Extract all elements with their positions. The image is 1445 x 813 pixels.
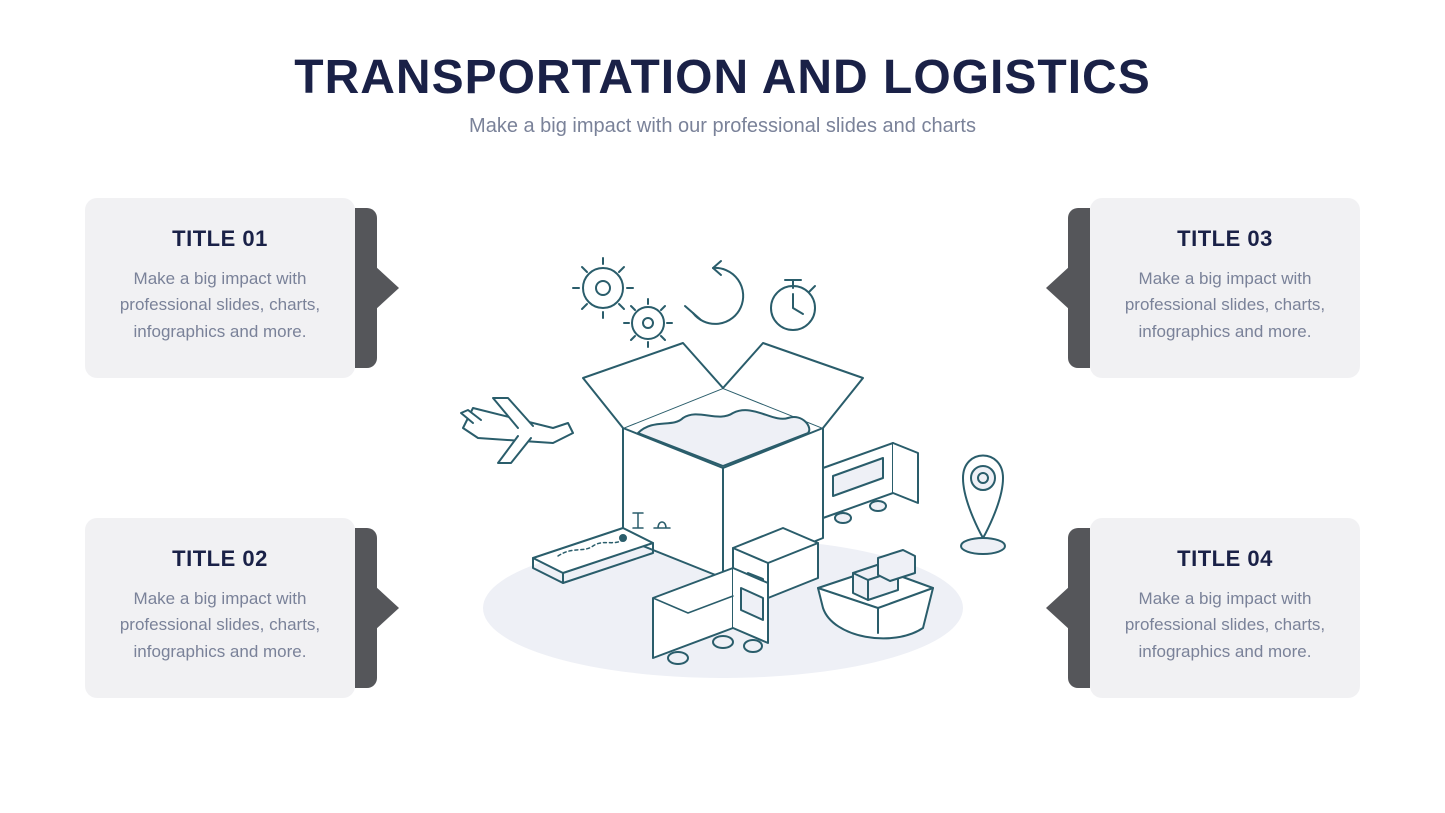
callout-card-4: TITLE 04 Make a big impact with professi… [1090,518,1360,698]
card-tab [1068,208,1090,368]
card-title: TITLE 03 [1110,226,1340,252]
card-arrow-icon [1046,586,1070,630]
card-arrow-icon [375,266,399,310]
card-tab [1068,528,1090,688]
delivery-van-icon [823,443,918,523]
card-title: TITLE 01 [105,226,335,252]
callout-card-1: TITLE 01 Make a big impact with professi… [85,198,355,378]
header: TRANSPORTATION AND LOGISTICS Make a big … [0,0,1445,138]
callout-card-3: TITLE 03 Make a big impact with professi… [1090,198,1360,378]
page-title: TRANSPORTATION AND LOGISTICS [0,50,1445,105]
card-title: TITLE 02 [105,546,335,572]
card-description: Make a big impact with professional slid… [105,266,335,345]
card-tab [355,208,377,368]
logistics-svg-icon [423,228,1023,708]
card-description: Make a big impact with professional slid… [1110,266,1340,345]
card-title: TITLE 04 [1110,546,1340,572]
card-arrow-icon [375,586,399,630]
gears-icon [573,258,672,347]
stopwatch-icon [771,280,815,330]
card-description: Make a big impact with professional slid… [105,586,335,665]
card-arrow-icon [1046,266,1070,310]
card-description: Make a big impact with professional slid… [1110,586,1340,665]
callout-card-2: TITLE 02 Make a big impact with professi… [85,518,355,698]
page-subtitle: Make a big impact with our professional … [0,115,1445,138]
map-pin-icon [961,456,1005,555]
logistics-illustration [423,228,1023,708]
airplane-icon [461,398,573,463]
card-tab [355,528,377,688]
content-area: TITLE 01 Make a big impact with professi… [0,168,1445,768]
cycle-arrows-icon [685,261,743,324]
